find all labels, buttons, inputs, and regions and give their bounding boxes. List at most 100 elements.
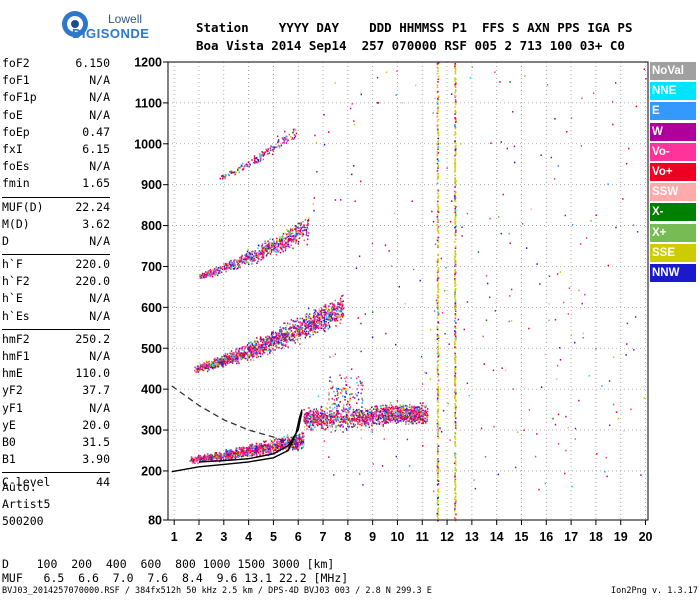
echo-point xyxy=(260,448,263,451)
echo-point xyxy=(219,456,221,459)
echo-point xyxy=(325,419,328,422)
echo-point xyxy=(280,444,283,446)
echo-point xyxy=(399,405,402,407)
echo-point xyxy=(237,360,239,363)
echo-point xyxy=(362,411,364,413)
echo-point xyxy=(230,449,233,451)
echo-point xyxy=(192,457,194,460)
echo-point xyxy=(319,315,322,317)
echo-point xyxy=(230,170,232,172)
echo-point xyxy=(280,247,282,250)
echo-point xyxy=(375,413,377,416)
echo-point xyxy=(403,419,406,421)
echo-point xyxy=(247,448,249,451)
echo-point xyxy=(377,416,380,419)
echo-point xyxy=(371,406,373,409)
echo-point xyxy=(352,408,355,411)
echo-point xyxy=(347,423,349,425)
echo-point xyxy=(236,450,239,453)
echo-point xyxy=(308,328,310,330)
echo-point xyxy=(237,264,239,266)
echo-point xyxy=(316,416,319,418)
echo-point xyxy=(298,328,300,331)
echo-point xyxy=(330,317,333,320)
echo-point xyxy=(267,341,269,344)
echo-point xyxy=(382,423,385,426)
echo-point xyxy=(384,414,386,417)
echo-point xyxy=(302,233,305,236)
echo-point xyxy=(243,345,245,348)
echo-point xyxy=(210,271,212,274)
echo-point xyxy=(237,352,239,355)
echo-point xyxy=(260,446,263,448)
echo-point xyxy=(287,243,290,246)
echo-point xyxy=(199,460,202,462)
echo-point xyxy=(387,415,389,417)
echo-point xyxy=(257,256,259,259)
echo-point xyxy=(266,250,268,253)
echo-point xyxy=(344,408,346,411)
echo-point xyxy=(409,416,412,419)
echo-point xyxy=(293,448,296,450)
echo-point xyxy=(307,414,309,417)
echo-point xyxy=(366,419,369,421)
echo-point xyxy=(271,446,273,448)
echo-point xyxy=(295,132,298,135)
echo-point xyxy=(307,223,309,225)
echo-point xyxy=(242,446,245,448)
echo-point xyxy=(308,411,310,413)
echo-point xyxy=(325,315,328,317)
echo-point xyxy=(248,350,251,352)
echo-point xyxy=(276,341,278,344)
echo-point xyxy=(324,418,327,421)
echo-point xyxy=(241,168,244,171)
echo-point xyxy=(333,412,335,414)
echo-point xyxy=(361,412,363,415)
echo-point xyxy=(227,361,229,363)
echo-point xyxy=(295,441,297,444)
echo-point xyxy=(368,415,371,418)
echo-point xyxy=(318,327,320,330)
echo-point xyxy=(325,417,327,419)
echo-point xyxy=(334,315,336,317)
echo-point xyxy=(345,384,348,386)
echo-point xyxy=(294,323,297,326)
echo-point xyxy=(305,330,308,333)
echo-point xyxy=(275,447,277,449)
echo-point xyxy=(214,357,216,360)
echo-point xyxy=(303,321,306,323)
echo-point xyxy=(387,421,390,424)
echo-point xyxy=(275,343,277,345)
echo-point xyxy=(204,365,207,367)
echo-point xyxy=(295,438,297,440)
echo-point xyxy=(414,420,416,423)
echo-point xyxy=(287,139,289,142)
echo-point xyxy=(289,439,292,442)
echo-point xyxy=(254,162,256,164)
echo-point xyxy=(286,339,288,341)
echo-point xyxy=(205,271,207,273)
echo-point xyxy=(297,440,299,442)
echo-point xyxy=(277,343,280,345)
echo-point xyxy=(251,354,253,357)
echo-point xyxy=(264,240,266,243)
echo-point xyxy=(290,445,293,448)
echo-point xyxy=(345,380,347,383)
echo-point xyxy=(255,353,257,356)
echo-point xyxy=(387,413,389,415)
echo-point xyxy=(249,348,252,350)
echo-point xyxy=(409,421,411,424)
echo-point xyxy=(311,319,314,322)
echo-point xyxy=(213,268,216,270)
echo-point xyxy=(345,427,348,430)
echo-point xyxy=(197,365,199,367)
echo-point xyxy=(291,338,293,341)
echo-point xyxy=(277,444,279,447)
echo-point xyxy=(426,413,429,415)
echo-point xyxy=(394,418,396,421)
echo-point xyxy=(424,411,426,414)
echo-point xyxy=(232,355,234,357)
echo-point xyxy=(403,415,405,417)
echo-point xyxy=(190,459,193,462)
echo-point xyxy=(280,334,282,337)
